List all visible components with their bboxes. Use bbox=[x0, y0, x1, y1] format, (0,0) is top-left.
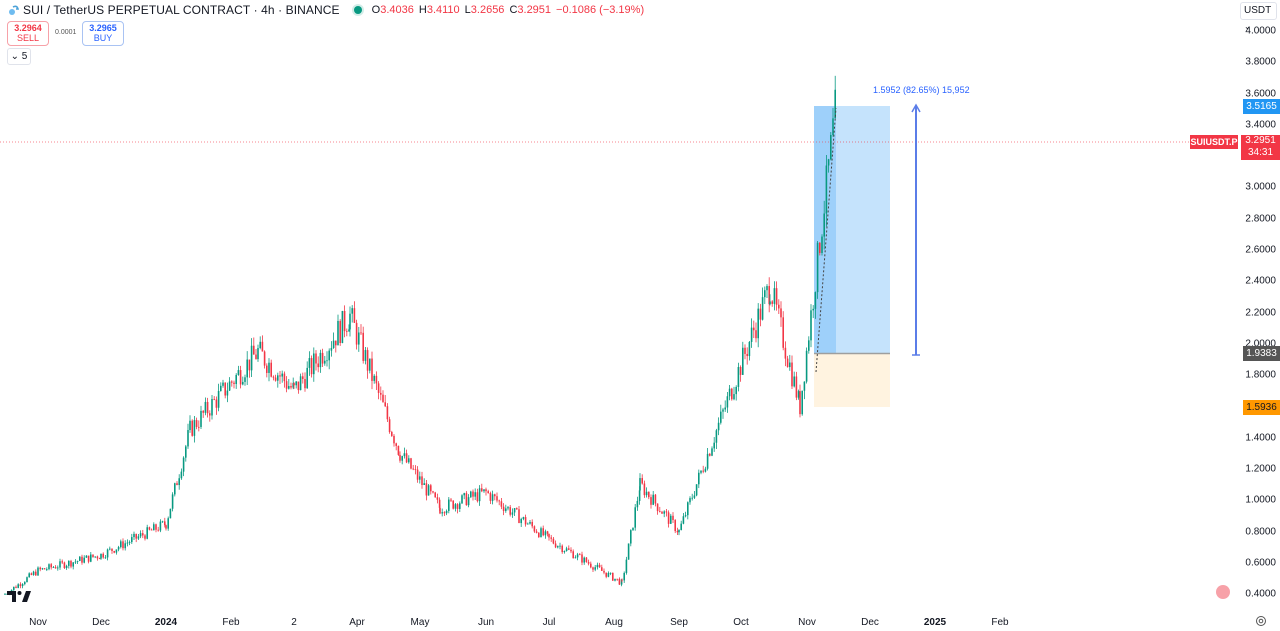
buy-label: BUY bbox=[93, 33, 113, 43]
time-tick: Nov bbox=[29, 617, 47, 628]
alert-marker-icon[interactable] bbox=[1216, 585, 1230, 599]
last-price-label: 3.2951 34:31 bbox=[1241, 135, 1280, 160]
high-label: H bbox=[418, 4, 427, 16]
price-tick: 0.4000 bbox=[1245, 588, 1276, 600]
last-price: 3.2951 bbox=[1245, 135, 1276, 146]
sui-logo-icon bbox=[9, 5, 20, 15]
price-tick: 2.0000 bbox=[1245, 338, 1276, 350]
bar-countdown: 34:31 bbox=[1247, 147, 1274, 158]
target-price-label: 3.5165 bbox=[1243, 99, 1280, 114]
chart-header: SUI / TetherUS PERPETUAL CONTRACT · 4h ·… bbox=[0, 0, 644, 20]
close-value: 3.2951 bbox=[517, 4, 552, 16]
price-tick: 2.6000 bbox=[1245, 244, 1276, 256]
price-tick: 0.6000 bbox=[1245, 557, 1276, 569]
price-tick: 3.6000 bbox=[1245, 88, 1276, 100]
price-tick: 1.0000 bbox=[1245, 494, 1276, 506]
dashed-trend bbox=[815, 107, 837, 373]
time-tick: May bbox=[410, 617, 430, 628]
spread-value: 0.0001 bbox=[55, 29, 77, 36]
time-tick: Jun bbox=[477, 617, 495, 628]
price-tick: 3.4000 bbox=[1245, 119, 1276, 131]
sell-price: 3.2964 bbox=[14, 23, 42, 33]
time-tick: Feb bbox=[991, 617, 1009, 628]
change-value: −0.1086 (−3.19%) bbox=[556, 4, 645, 16]
low-value: 3.2656 bbox=[470, 4, 505, 16]
measure-label[interactable]: 1.5952 (82.65%) 15,952 bbox=[873, 85, 970, 95]
symbol-price-label: SUIUSDT.P bbox=[1190, 135, 1238, 149]
indicator-count: 5 bbox=[21, 51, 28, 62]
time-tick: Feb bbox=[222, 617, 240, 628]
open-value: 3.4036 bbox=[380, 4, 414, 16]
time-tick: Apr bbox=[349, 617, 365, 628]
price-tick: 1.2000 bbox=[1245, 463, 1276, 475]
time-tick: 2 bbox=[291, 617, 297, 628]
market-status-icon bbox=[353, 6, 362, 14]
price-axis[interactable]: 4.0000 3.8000 3.6000 3.4000 3.0000 2.800… bbox=[1236, 0, 1280, 631]
price-tick: 2.4000 bbox=[1245, 275, 1276, 287]
price-tick: 2.2000 bbox=[1245, 307, 1276, 319]
ohlc-values: O3.4036 H3.4110 L3.2656 C3.2951 −0.1086 … bbox=[372, 4, 644, 16]
sell-button[interactable]: 3.2964 SELL bbox=[7, 21, 49, 46]
time-tick: Dec bbox=[861, 617, 879, 628]
close-label: C bbox=[509, 4, 518, 16]
low-label: L bbox=[464, 4, 471, 16]
settings-icon[interactable] bbox=[1255, 615, 1267, 627]
symbol-title[interactable]: SUI / TetherUS PERPETUAL CONTRACT · 4h ·… bbox=[23, 3, 340, 17]
time-tick: Aug bbox=[605, 617, 623, 628]
time-tick: 2024 bbox=[154, 617, 178, 628]
tradingview-logo-icon[interactable] bbox=[7, 589, 31, 603]
entry-price-label: 1.9383 bbox=[1243, 346, 1280, 361]
chevron-down-icon: ⌄ bbox=[10, 51, 20, 62]
price-tick: 2.8000 bbox=[1245, 213, 1276, 225]
price-tick: 3.8000 bbox=[1245, 56, 1276, 68]
time-tick: Dec bbox=[92, 617, 110, 628]
time-tick: Nov bbox=[798, 617, 816, 628]
arrow-head-icon bbox=[911, 103, 921, 113]
buy-button[interactable]: 3.2965 BUY bbox=[82, 21, 124, 46]
time-tick: 2025 bbox=[923, 617, 947, 628]
sell-label: SELL bbox=[16, 33, 40, 43]
stop-price-label: 1.5936 bbox=[1243, 400, 1280, 415]
time-tick: Oct bbox=[733, 617, 749, 628]
chevron-down-icon: ⌄ bbox=[1244, 22, 1251, 31]
indicators-toggle-button[interactable]: ⌄ 5 bbox=[7, 48, 31, 65]
high-value: 3.4110 bbox=[426, 4, 460, 16]
price-tick: 3.0000 bbox=[1245, 181, 1276, 193]
open-label: O bbox=[371, 4, 381, 16]
price-tick: 1.8000 bbox=[1245, 369, 1276, 381]
candlestick-series bbox=[4, 75, 836, 596]
stop-zone[interactable] bbox=[814, 353, 890, 407]
currency-label: USDT bbox=[1244, 5, 1272, 16]
price-tick: 1.4000 bbox=[1245, 432, 1276, 444]
buy-price: 3.2965 bbox=[89, 23, 117, 33]
currency-selector[interactable]: USDT ⌄ bbox=[1240, 2, 1277, 31]
time-tick: Sep bbox=[670, 617, 688, 628]
price-tick: 0.8000 bbox=[1245, 526, 1276, 538]
price-tick: 4.0000 bbox=[1245, 25, 1276, 37]
price-chart-canvas[interactable] bbox=[0, 0, 1236, 610]
time-tick: Jul bbox=[542, 617, 556, 628]
